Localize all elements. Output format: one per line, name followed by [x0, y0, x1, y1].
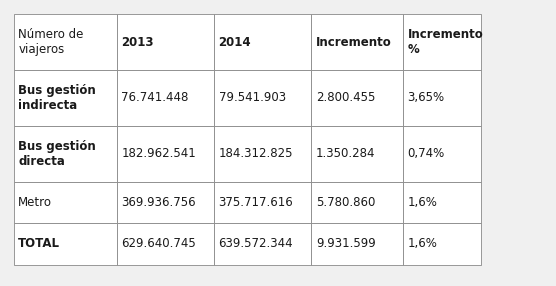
- Bar: [311, 182, 403, 223]
- Text: Número de
viajeros: Número de viajeros: [18, 28, 84, 56]
- Text: 369.936.756: 369.936.756: [121, 196, 196, 209]
- Bar: [214, 182, 311, 223]
- Bar: [403, 182, 481, 223]
- Bar: [214, 126, 311, 182]
- Bar: [117, 70, 214, 126]
- Text: 79.541.903: 79.541.903: [219, 92, 286, 104]
- Text: 5.780.860: 5.780.860: [316, 196, 375, 209]
- Bar: [403, 223, 481, 265]
- Text: 76.741.448: 76.741.448: [121, 92, 188, 104]
- Bar: [117, 14, 214, 70]
- Text: 9.931.599: 9.931.599: [316, 237, 375, 250]
- Text: 629.640.745: 629.640.745: [121, 237, 196, 250]
- Bar: [403, 70, 481, 126]
- Text: 639.572.344: 639.572.344: [219, 237, 293, 250]
- Text: Incremento: Incremento: [316, 36, 391, 49]
- Text: 375.717.616: 375.717.616: [219, 196, 293, 209]
- Text: 3,65%: 3,65%: [408, 92, 445, 104]
- Text: 0,74%: 0,74%: [408, 147, 445, 160]
- Text: 1.350.284: 1.350.284: [316, 147, 375, 160]
- Text: 1,6%: 1,6%: [408, 237, 438, 250]
- Bar: [214, 14, 311, 70]
- Text: 1,6%: 1,6%: [408, 196, 438, 209]
- Text: Bus gestión
directa: Bus gestión directa: [18, 140, 96, 168]
- Bar: [311, 70, 403, 126]
- Bar: [117, 182, 214, 223]
- Bar: [14, 14, 117, 70]
- Text: 2013: 2013: [121, 36, 153, 49]
- Bar: [214, 70, 311, 126]
- Bar: [14, 70, 117, 126]
- Text: Metro: Metro: [18, 196, 52, 209]
- Bar: [311, 223, 403, 265]
- Bar: [14, 126, 117, 182]
- Text: 2.800.455: 2.800.455: [316, 92, 375, 104]
- Text: TOTAL: TOTAL: [18, 237, 61, 250]
- Bar: [311, 126, 403, 182]
- Text: Incremento
%: Incremento %: [408, 28, 483, 56]
- Text: 184.312.825: 184.312.825: [219, 147, 293, 160]
- Bar: [117, 223, 214, 265]
- Bar: [403, 14, 481, 70]
- Bar: [117, 126, 214, 182]
- Text: Bus gestión
indirecta: Bus gestión indirecta: [18, 84, 96, 112]
- Bar: [403, 126, 481, 182]
- Bar: [14, 223, 117, 265]
- Bar: [311, 14, 403, 70]
- Bar: [14, 182, 117, 223]
- Text: 2014: 2014: [219, 36, 251, 49]
- Text: 182.962.541: 182.962.541: [121, 147, 196, 160]
- Bar: [214, 223, 311, 265]
